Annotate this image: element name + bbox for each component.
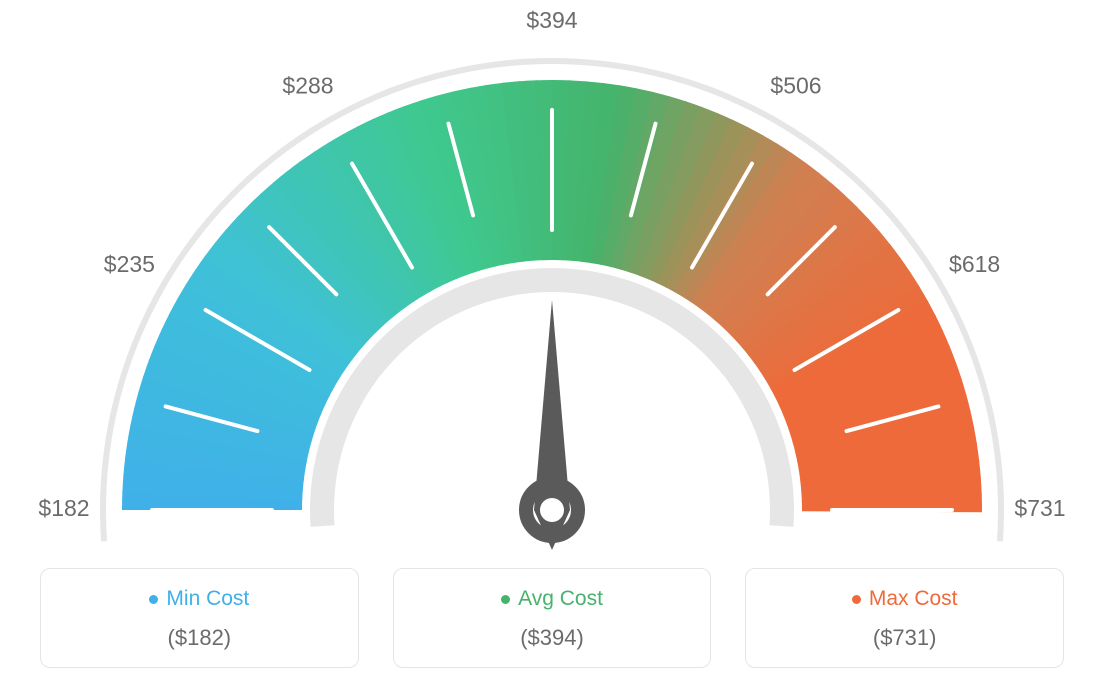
legend-label-min: Min Cost: [166, 587, 249, 611]
gauge-svg: $182 $235 $288 $394 $506 $618 $731: [0, 0, 1104, 560]
cost-gauge-chart: $182 $235 $288 $394 $506 $618 $731 Min Cost ($…: [0, 0, 1104, 690]
legend-value-avg: ($394): [404, 625, 701, 651]
scale-label: $618: [949, 251, 1000, 277]
legend-title-max: Max Cost: [852, 587, 958, 611]
legend-dot-min: [149, 595, 158, 604]
scale-label: $731: [1014, 495, 1065, 521]
legend-dot-avg: [501, 595, 510, 604]
legend-value-max: ($731): [756, 625, 1053, 651]
legend-label-max: Max Cost: [869, 587, 958, 611]
scale-label: $394: [526, 7, 577, 33]
legend-value-min: ($182): [51, 625, 348, 651]
scale-label: $288: [282, 72, 333, 98]
scale-label: $506: [770, 72, 821, 98]
scale-label: $235: [104, 251, 155, 277]
legend-card-min: Min Cost ($182): [40, 568, 359, 668]
legend-card-max: Max Cost ($731): [745, 568, 1064, 668]
scale-label: $182: [38, 495, 89, 521]
legend-title-min: Min Cost: [149, 587, 249, 611]
legend-title-avg: Avg Cost: [501, 587, 603, 611]
legend-label-avg: Avg Cost: [518, 587, 603, 611]
legend-card-avg: Avg Cost ($394): [393, 568, 712, 668]
legend-dot-max: [852, 595, 861, 604]
legend-row: Min Cost ($182) Avg Cost ($394) Max Cost…: [0, 568, 1104, 668]
